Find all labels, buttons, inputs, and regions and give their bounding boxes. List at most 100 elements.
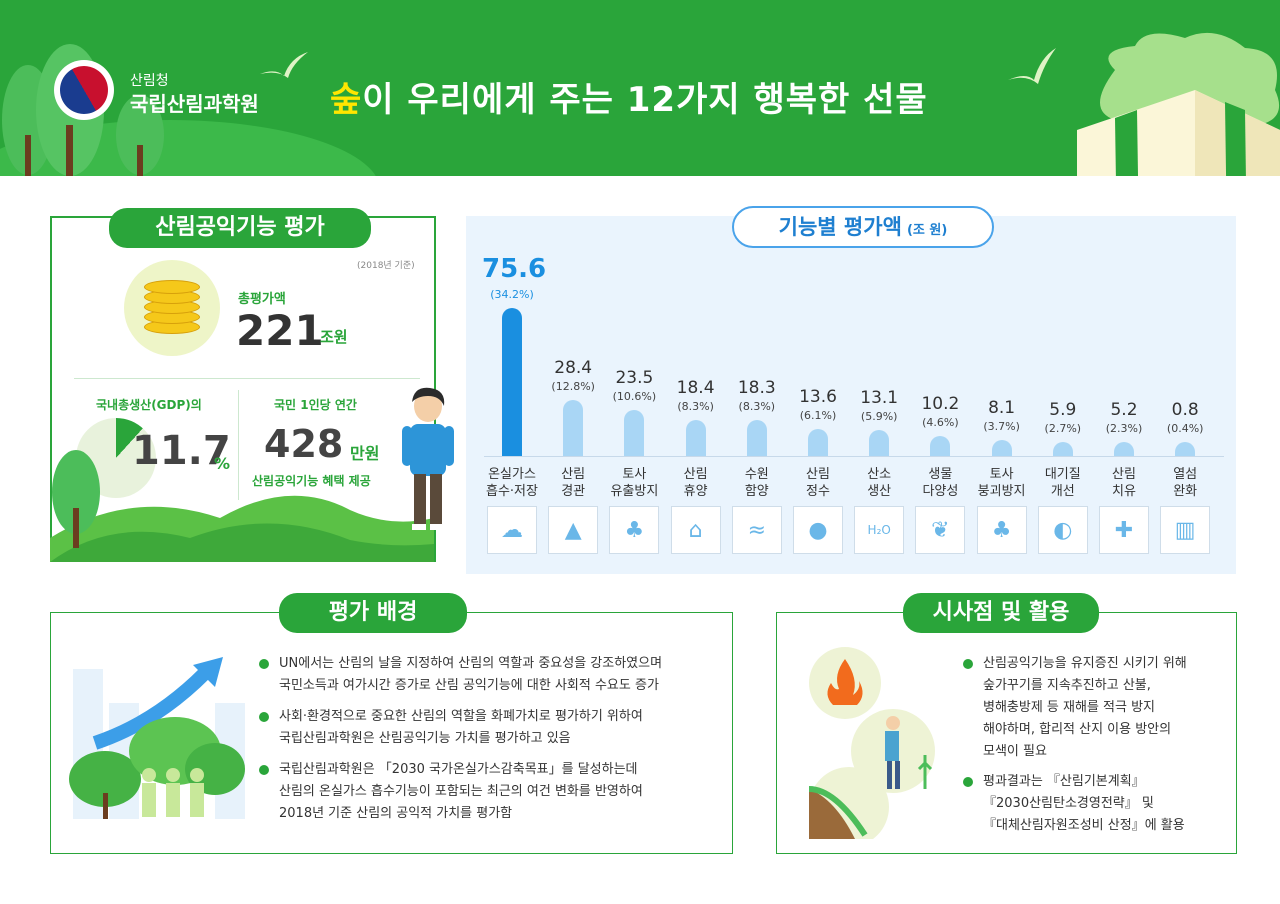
bar-percent-label: (2.7%) xyxy=(1044,422,1082,435)
category-label-line: 흡수·저장 xyxy=(486,484,538,499)
total-label: 총평가액 xyxy=(238,292,286,307)
bar-percent-label: (12.8%) xyxy=(551,380,595,394)
bar-percent-label: (3.7%) xyxy=(983,420,1020,434)
list-item-line: 국립산림과학원은 「2030 국가온실가스감축목표」를 달성하는데 xyxy=(279,762,638,777)
category-label-line: 산소 xyxy=(867,467,892,482)
category-label: 산림 치유 xyxy=(1094,466,1154,500)
list-item-line: 국립산림과학원은 산림공익기능 가치를 평가하고 있음 xyxy=(279,731,571,746)
bar-value-label: 13.6 xyxy=(799,387,837,408)
list-item-line: 『대체산림자원조성비 산정』에 활용 xyxy=(983,818,1185,833)
total-unit: 조원 xyxy=(320,328,348,346)
forest-slope-icon: ♣ xyxy=(976,506,1027,554)
title-rest: 이 우리에게 주는 12가지 행복한 선물 xyxy=(362,80,928,120)
list-item: 국립산림과학원은 「2030 국가온실가스감축목표」를 달성하는데 산림의 온실가… xyxy=(279,759,643,825)
category-label-line: 붕괴방지 xyxy=(977,484,1026,499)
list-item-line: 숲가꾸기를 지속추진하고 산불, xyxy=(983,678,1151,693)
list-item: 평과결과는 『산림기본계획』 『2030산림탄소경영전략』 및 『대체산림자원조성비… xyxy=(983,771,1185,837)
bar-9 xyxy=(991,440,1012,456)
bar-11 xyxy=(1114,442,1134,456)
category-label-line: 토사 xyxy=(989,467,1014,482)
bar-3 xyxy=(624,409,645,456)
h2o-icon: H₂O xyxy=(854,506,905,554)
bar-7 xyxy=(869,430,890,456)
forest-icon: ♣ xyxy=(609,506,660,554)
bullet-icon xyxy=(259,712,269,722)
bar-value-label: 75.6 xyxy=(482,254,547,284)
government-emblem-logo xyxy=(51,57,117,123)
implications-panel: 시사점 및 활용 산림공익기능을 유지증진 시키기 위해 숲가꾸기를 지속추진하고… xyxy=(776,593,1237,854)
org-name: 국립산림과학원 xyxy=(130,92,259,116)
basis-year-note: (2018년 기준) xyxy=(357,261,415,271)
category-label-line: 생산 xyxy=(867,484,892,499)
bird-icon xyxy=(260,52,308,78)
person-illustration xyxy=(402,387,454,530)
bullet-icon xyxy=(259,659,269,669)
gift-box-illustration xyxy=(1077,32,1280,176)
category-label: 산림 휴양 xyxy=(666,466,726,500)
bullet-icon xyxy=(963,777,973,787)
category-label-line: 산림 xyxy=(561,467,586,482)
category-label: 대기질 개선 xyxy=(1033,466,1093,500)
list-item-line: UN에서는 산림의 날을 지정하여 산림의 역할과 중요성을 강조하였으며 xyxy=(279,656,663,671)
forest-public-function-panel: 산림공익기능 평가 (2018년 기준) 총평가액 221 조원 국내총생산(G… xyxy=(50,208,436,562)
cabin-icon: ⌂ xyxy=(670,506,721,554)
gdp-value: 11.7 xyxy=(132,428,231,474)
category-label-line: 치유 xyxy=(1112,484,1136,499)
mountain-icon: ▲ xyxy=(548,506,599,554)
coins-icon xyxy=(124,260,220,356)
bullet-icon xyxy=(963,659,973,669)
category-label-line: 다양성 xyxy=(922,484,959,499)
bar-percent-label: (8.3%) xyxy=(677,399,714,413)
bar-percent-label: (6.1%) xyxy=(799,409,837,423)
category-label-line: 정수 xyxy=(806,484,830,499)
category-label: 생물 다양성 xyxy=(910,466,970,500)
bar-value-label: 23.5 xyxy=(615,367,654,388)
water-drop-icon: ● xyxy=(793,506,843,554)
category-label: 토사 유출방지 xyxy=(604,466,664,500)
chart-unit: (조 원) xyxy=(906,223,948,238)
bar-value-label: 5.2 xyxy=(1110,400,1138,420)
panel-title: 산림공익기능 평가 xyxy=(109,208,371,248)
list-item-line: 『2030산림탄소경영전략』 및 xyxy=(983,796,1154,811)
category-label-line: 완화 xyxy=(1173,484,1198,499)
per-capita-label: 국민 1인당 연간 xyxy=(274,398,357,412)
function-value-chart-panel: 기능별 평가액 (조 원) (34.2%) 75.6 온실가스 흡수·저장 ☁ (12.8… xyxy=(466,206,1236,574)
bar-5 xyxy=(746,420,767,456)
list-item-line: 평과결과는 『산림기본계획』 xyxy=(983,774,1145,789)
bar-percent-label: (2.3%) xyxy=(1105,422,1143,435)
org-ministry: 산림청 xyxy=(130,73,169,89)
bar-value-label: 0.8 xyxy=(1171,400,1199,420)
bar-percent-label: (8.3%) xyxy=(738,400,776,414)
bar-value-label: 28.4 xyxy=(554,358,593,379)
bar-percent-label: (0.4%) xyxy=(1166,422,1204,435)
chart-title-text: 기능별 평가액 xyxy=(778,215,902,239)
category-label-line: 열섬 xyxy=(1173,467,1198,482)
category-label: 산림 정수 xyxy=(788,466,848,500)
page-title: 숲이 우리에게 주는 12가지 행복한 선물 xyxy=(330,72,928,121)
gdp-label: 국내총생산(GDP)의 xyxy=(96,398,202,412)
category-label-line: 온실가스 xyxy=(488,467,536,482)
per-capita-value: 428 xyxy=(264,422,344,466)
evaluation-background-panel: 평가 배경 UN에서는 산림의 날을 지정하여 산림의 역할과 중요성을 강조하… xyxy=(50,593,733,854)
panel-title: 시사점 및 활용 xyxy=(903,593,1099,633)
bar-value-label: 18.4 xyxy=(676,377,715,398)
hill-illustration xyxy=(50,450,434,562)
category-label-line: 유출방지 xyxy=(610,484,659,499)
list-item: 사회·환경적으로 중요한 산림의 역할을 화폐가치로 평가하기 위하여 국립산림과… xyxy=(279,706,643,750)
bullet-icon xyxy=(259,765,269,775)
factory-cloud-icon: ☁ xyxy=(487,506,537,554)
divider xyxy=(74,378,420,379)
bird-icon xyxy=(1008,48,1056,84)
bar-8 xyxy=(930,436,951,456)
category-label-line: 수원 xyxy=(744,467,769,482)
forest-management-illustration xyxy=(808,647,935,839)
category-label-line: 경관 xyxy=(561,484,586,499)
bar-6 xyxy=(808,429,828,456)
list-item-line: 2018년 기준 산림의 공익적 가치를 평가함 xyxy=(279,806,513,821)
category-label-line: 휴양 xyxy=(683,484,708,499)
title-highlight: 숲 xyxy=(330,80,363,120)
